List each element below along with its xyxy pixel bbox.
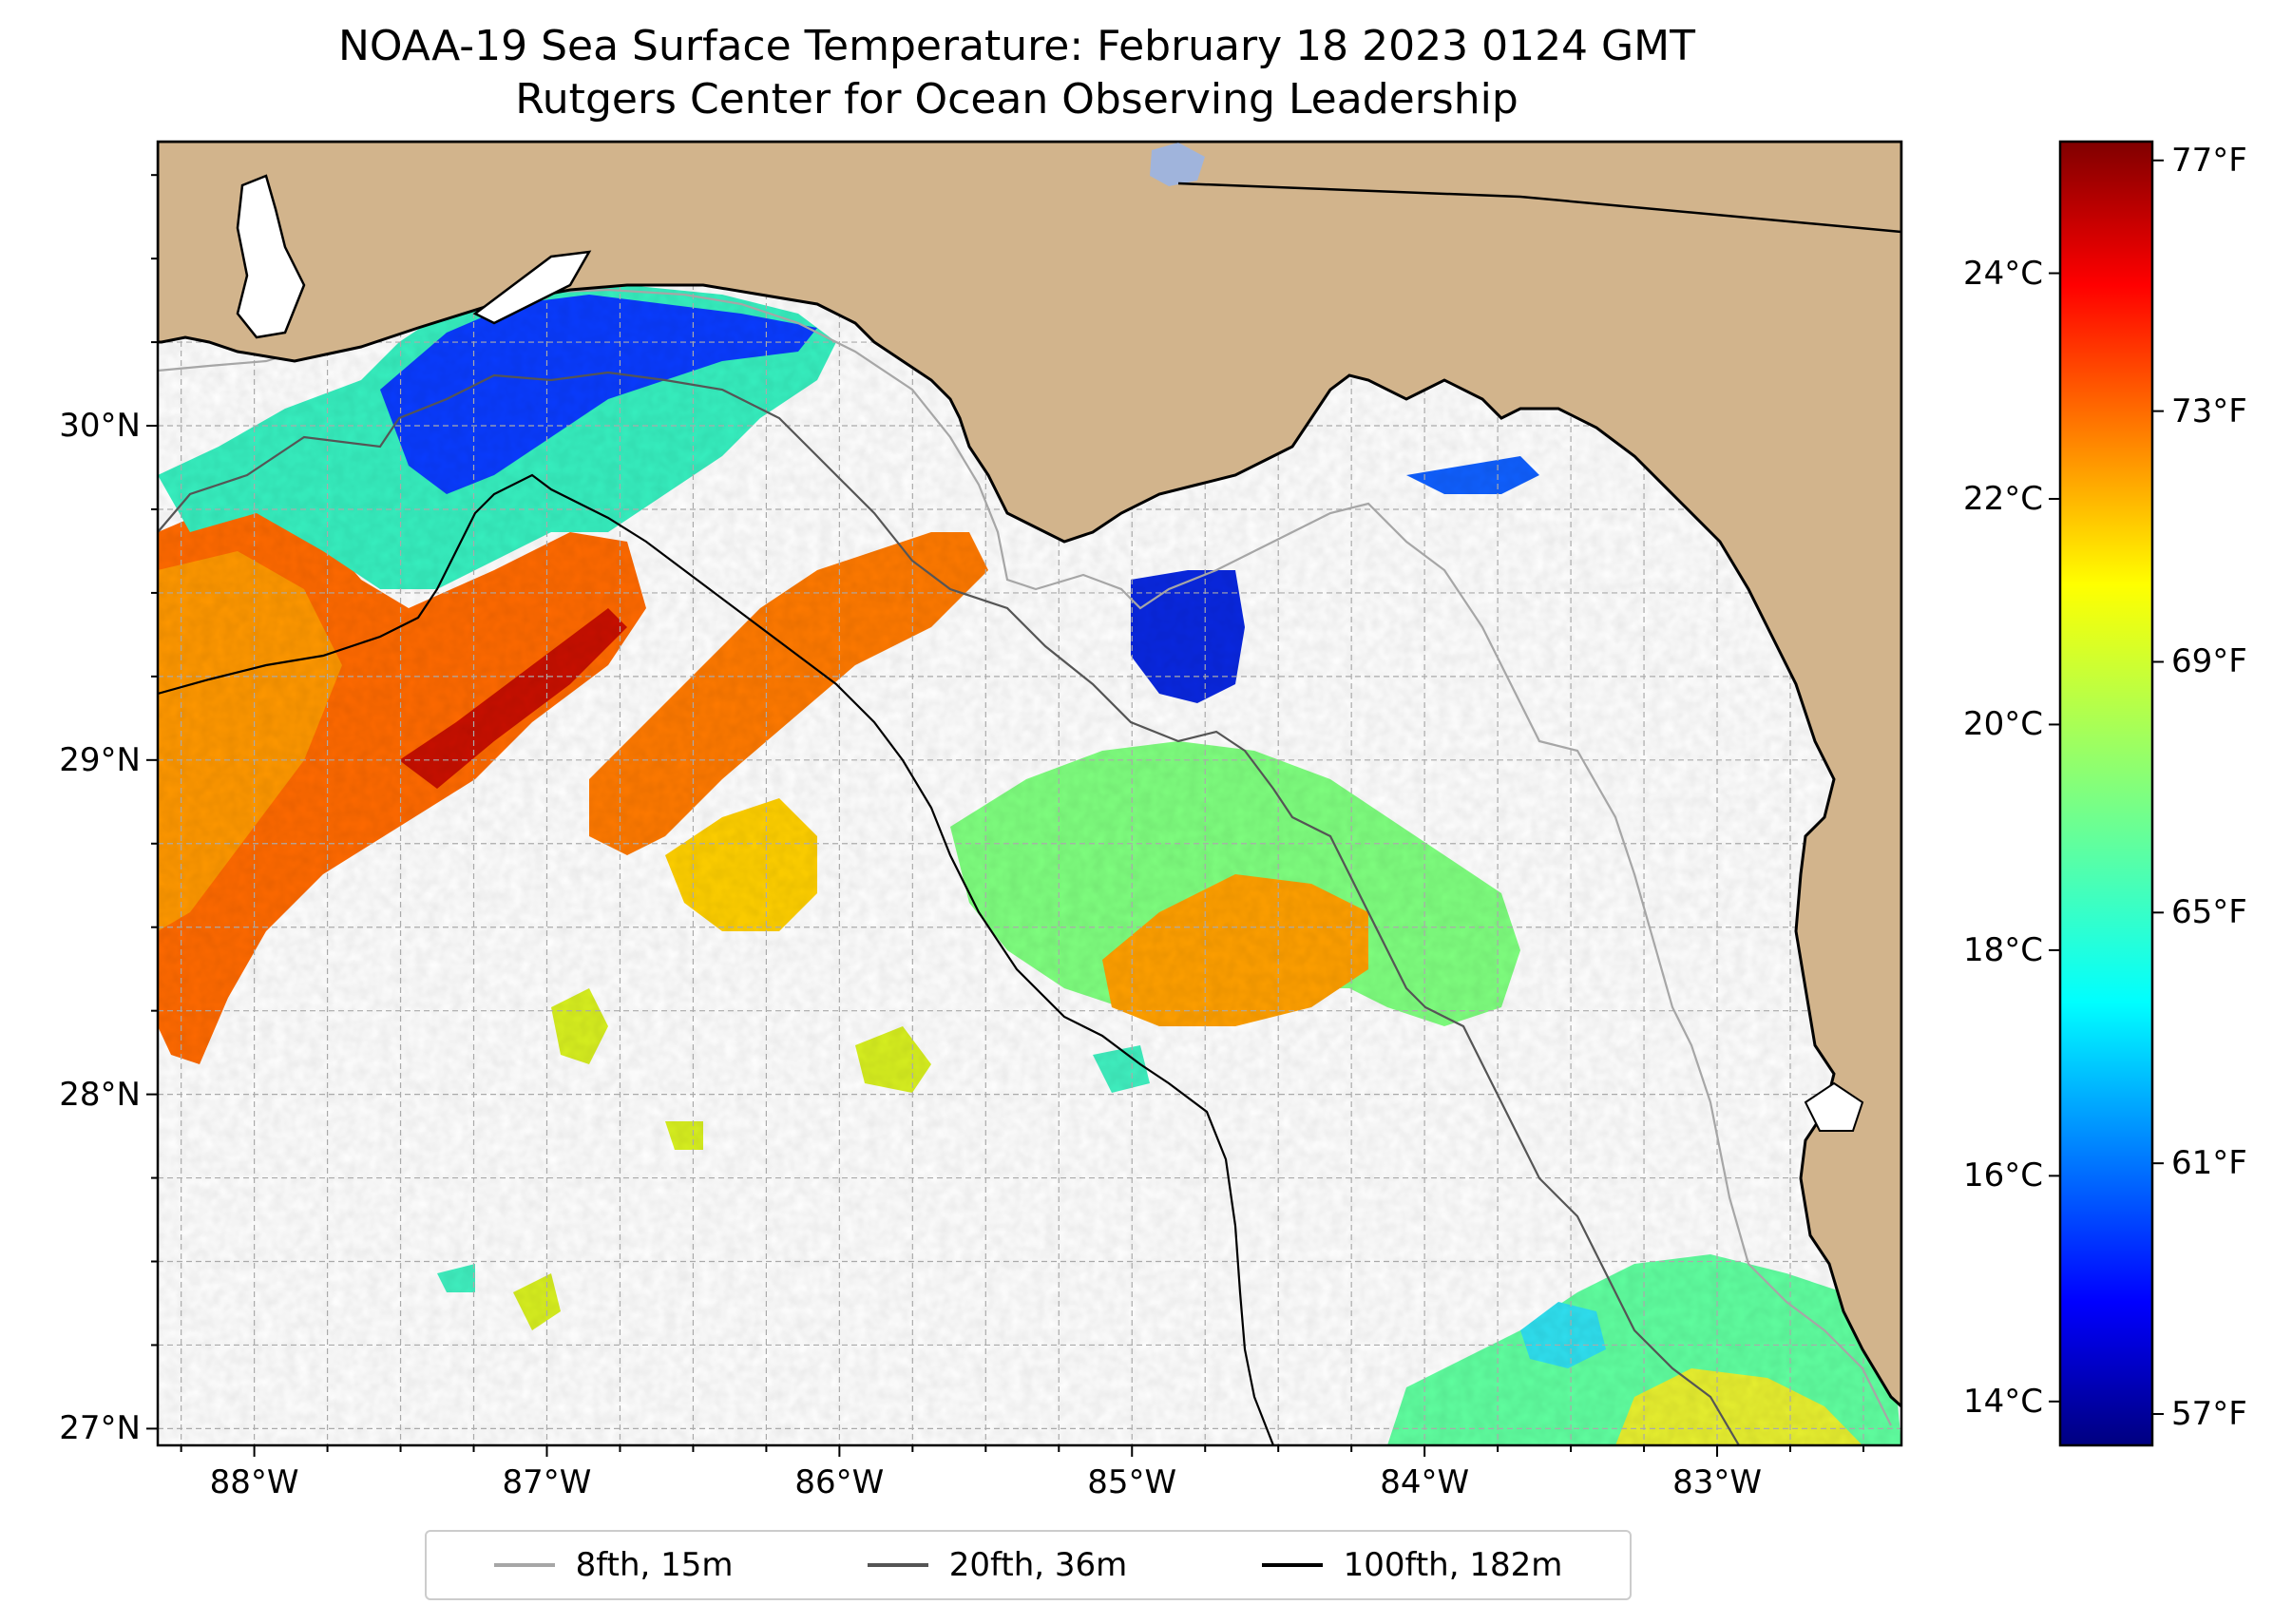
mobile-bay xyxy=(236,174,306,339)
colorbar xyxy=(2049,140,2164,1447)
legend-swatch xyxy=(867,1563,928,1567)
lat-tick-label: 28°N xyxy=(59,1075,141,1114)
celsius-label: 20°C xyxy=(1962,705,2043,744)
colorbar-frame xyxy=(2058,140,2154,1447)
map-gridlines xyxy=(158,142,1901,1445)
lon-tick-label: 86°W xyxy=(794,1463,885,1501)
figure-title: NOAA-19 Sea Surface Temperature: Februar… xyxy=(338,22,1695,70)
legend-swatch xyxy=(1261,1563,1323,1567)
lat-tick-label: 29°N xyxy=(59,740,141,779)
lon-tick-label: 84°W xyxy=(1380,1463,1470,1501)
lat-tick-label: 30°N xyxy=(59,407,141,446)
lon-tick-label: 87°W xyxy=(502,1463,592,1501)
lon-tick-label: 83°W xyxy=(1672,1463,1762,1501)
legend-item-20fth: 20fth, 36m xyxy=(867,1546,1128,1584)
pensacola-bay xyxy=(472,250,592,325)
legend-label: 100fth, 182m xyxy=(1343,1546,1563,1584)
legend-label: 8fth, 15m xyxy=(575,1546,734,1584)
legend-item-8fth: 8fth, 15m xyxy=(493,1546,734,1584)
land-mass xyxy=(158,142,1901,1409)
bathymetry-contours xyxy=(158,288,1892,1445)
celsius-label: 18°C xyxy=(1962,930,2043,969)
fahrenheit-label: 65°F xyxy=(2171,893,2247,932)
fahrenheit-label: 69°F xyxy=(2171,642,2247,681)
figure-subtitle: Rutgers Center for Ocean Observing Leade… xyxy=(515,75,1518,124)
lon-tick-label: 85°W xyxy=(1087,1463,1177,1501)
fahrenheit-label: 73°F xyxy=(2171,392,2247,430)
fahrenheit-label: 57°F xyxy=(2171,1395,2247,1434)
lake-apalachicola xyxy=(1150,143,1205,186)
legend-item-100fth: 100fth, 182m xyxy=(1261,1546,1563,1584)
celsius-label: 22°C xyxy=(1962,479,2043,518)
fahrenheit-label: 61°F xyxy=(2171,1144,2247,1183)
colorbar-gradient xyxy=(2060,142,2152,1445)
celsius-label: 14°C xyxy=(1962,1382,2043,1421)
contour-20fth-36m xyxy=(158,371,1740,1445)
florida-bay-inlet xyxy=(1804,1081,1864,1132)
fahrenheit-label: 77°F xyxy=(2171,141,2247,180)
contour-8fth-15m xyxy=(158,288,1892,1426)
legend: 8fth, 15m 20fth, 36m 100fth, 182m xyxy=(425,1530,1632,1600)
celsius-label: 16°C xyxy=(1962,1156,2043,1195)
map-frame xyxy=(156,140,1903,1447)
legend-swatch xyxy=(493,1563,555,1567)
celsius-label: 24°C xyxy=(1962,254,2043,293)
legend-label: 20fth, 36m xyxy=(948,1546,1128,1584)
land-coastline xyxy=(158,142,1901,1409)
lon-tick-label: 88°W xyxy=(209,1463,299,1501)
state-boundary-line xyxy=(1177,182,1901,234)
contour-100fth-182m xyxy=(158,473,1275,1445)
map-ticks xyxy=(146,174,1864,1457)
lat-tick-label: 27°N xyxy=(59,1409,141,1448)
colorbar-ticks xyxy=(2049,159,2164,1416)
